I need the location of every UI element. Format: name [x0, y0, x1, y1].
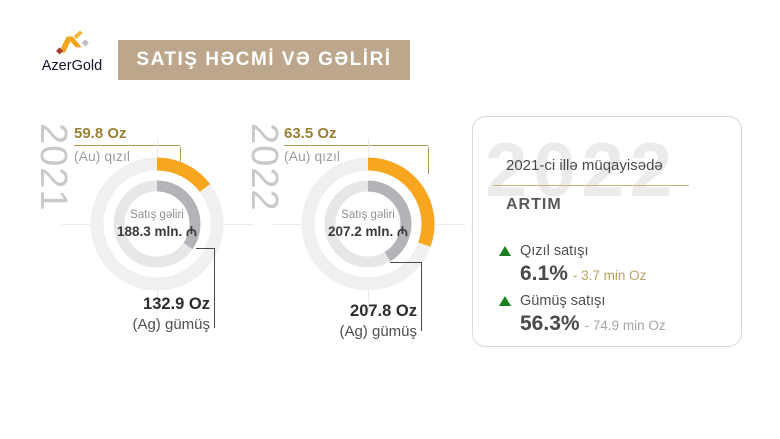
- revenue-value: 188.3 mln. ₼: [117, 223, 197, 239]
- silver-leader-line: [421, 262, 422, 331]
- silver-leader-line: [214, 248, 215, 328]
- revenue-label: Satış gəliri: [341, 208, 395, 221]
- up-triangle-icon: [499, 296, 511, 306]
- growth-item-gold: Qızıl satışı 6.1% - 3.7 min Oz: [499, 243, 646, 286]
- azergold-logo-icon: [56, 30, 89, 55]
- revenue-value: 207.2 mln. ₼: [328, 223, 408, 239]
- donut-backdrop: [90, 157, 224, 291]
- donut-backdrop: [301, 157, 435, 291]
- donut-center-2021: Satış gəliri 188.3 mln. ₼: [72, 139, 242, 309]
- gold-leader-line-2022: [428, 147, 429, 174]
- silver-arc: [324, 180, 412, 268]
- up-triangle-icon: [499, 246, 511, 256]
- silver-sub-label: (Ag) gümüş: [132, 316, 210, 333]
- gold-value-label: 59.8 Oz: [74, 125, 180, 146]
- card-divider: [493, 185, 689, 186]
- donut-chart-2021: [90, 157, 224, 291]
- growth-detail: - 3.7 min Oz: [572, 268, 647, 283]
- silver-value-label: 207.8 Oz: [350, 302, 417, 320]
- chart-group-2021: 2021 59.8 Oz (Au) qızıl Satış gəliri 188…: [30, 110, 262, 360]
- growth-percent: 56.3%: [520, 312, 580, 335]
- chart-group-2022: 2022 63.5 Oz (Au) qızıl Satış gəliri 207…: [241, 110, 473, 360]
- gold-callout-2021: 59.8 Oz (Au) qızıl: [74, 125, 180, 164]
- logo-text: AzerGold: [41, 58, 103, 74]
- gold-value-label: 63.5 Oz: [284, 125, 428, 146]
- card-subtitle: 2021-ci illə müqayisədə: [506, 157, 663, 174]
- revenue-label: Satış gəliri: [130, 208, 184, 221]
- page-title: SATIŞ HƏCMİ VƏ GƏLİRİ: [118, 40, 410, 80]
- silver-arc: [113, 180, 201, 268]
- donut-chart-2022: [301, 157, 435, 291]
- silver-callout-2022: 207.8 Oz (Ag) gümüş: [287, 302, 417, 340]
- gold-sub-label: (Au) qızıl: [74, 148, 131, 164]
- silver-value-label: 132.9 Oz: [143, 295, 210, 313]
- gold-sub-label: (Au) qızıl: [284, 148, 341, 164]
- azergold-logo: AzerGold: [32, 26, 112, 74]
- gold-leader-line-2021: [180, 147, 181, 169]
- gold-arc: [90, 157, 224, 291]
- comparison-card: 2022 2021-ci illə müqayisədə ARTIM Qızıl…: [472, 116, 742, 347]
- growth-percent: 6.1%: [520, 262, 568, 285]
- silver-leader-line: [196, 248, 214, 249]
- silver-leader-line: [390, 262, 421, 263]
- silver-sub-label: (Ag) gümüş: [339, 323, 417, 340]
- year-label-2022: 2022: [243, 123, 285, 212]
- donut-center-2022: Satış gəliri 207.2 mln. ₼: [283, 139, 453, 309]
- card-title: ARTIM: [506, 196, 562, 213]
- gold-callout-2022: 63.5 Oz (Au) qızıl: [284, 125, 428, 164]
- year-label-2021: 2021: [32, 123, 74, 212]
- gold-arc: [301, 157, 435, 291]
- growth-item-label: Qızıl satışı: [520, 243, 589, 259]
- silver-callout-2021: 132.9 Oz (Ag) gümüş: [80, 295, 210, 333]
- growth-item-label: Gümüş satışı: [520, 293, 606, 309]
- growth-item-silver: Gümüş satışı 56.3% - 74.9 min Oz: [499, 293, 666, 336]
- watermark-year: 2022: [485, 128, 679, 213]
- growth-detail: - 74.9 min Oz: [584, 318, 666, 333]
